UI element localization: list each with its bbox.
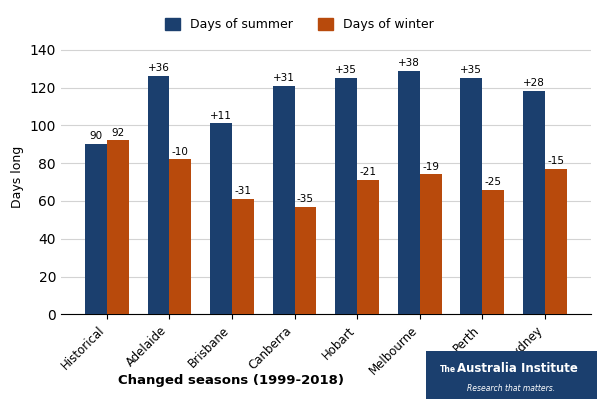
Bar: [85, 144, 107, 314]
Bar: [273, 86, 295, 314]
Text: -35: -35: [297, 194, 314, 204]
Text: Changed seasons (1999-2018): Changed seasons (1999-2018): [118, 374, 345, 387]
Bar: [147, 76, 169, 314]
Legend: Days of summer, Days of winter: Days of summer, Days of winter: [165, 18, 434, 31]
Text: Australia Institute: Australia Institute: [457, 362, 578, 376]
Text: -31: -31: [234, 186, 252, 196]
Text: Research that matters.: Research that matters.: [468, 384, 555, 393]
Bar: [545, 169, 566, 314]
Text: The: The: [440, 366, 456, 374]
Text: +38: +38: [398, 58, 420, 68]
Bar: [357, 180, 379, 314]
Text: +28: +28: [523, 79, 544, 89]
Bar: [420, 174, 442, 314]
Text: 90: 90: [90, 131, 102, 141]
Bar: [107, 141, 128, 314]
Text: 92: 92: [111, 128, 124, 138]
Bar: [460, 78, 482, 314]
Y-axis label: Days long: Days long: [11, 146, 24, 208]
Bar: [232, 199, 254, 314]
Text: +35: +35: [335, 65, 357, 75]
Bar: [210, 123, 232, 314]
Text: +35: +35: [460, 65, 482, 75]
Text: -19: -19: [422, 162, 439, 172]
Text: +11: +11: [210, 110, 232, 120]
Bar: [295, 207, 317, 314]
Bar: [523, 91, 545, 314]
Text: +36: +36: [147, 63, 169, 73]
Bar: [482, 189, 504, 314]
Text: +31: +31: [273, 73, 295, 83]
Text: -21: -21: [359, 167, 376, 177]
Bar: [335, 78, 357, 314]
Text: -25: -25: [485, 177, 502, 187]
Text: -15: -15: [547, 156, 564, 166]
Bar: [169, 159, 191, 314]
Bar: [398, 71, 420, 314]
Text: -10: -10: [172, 147, 189, 156]
